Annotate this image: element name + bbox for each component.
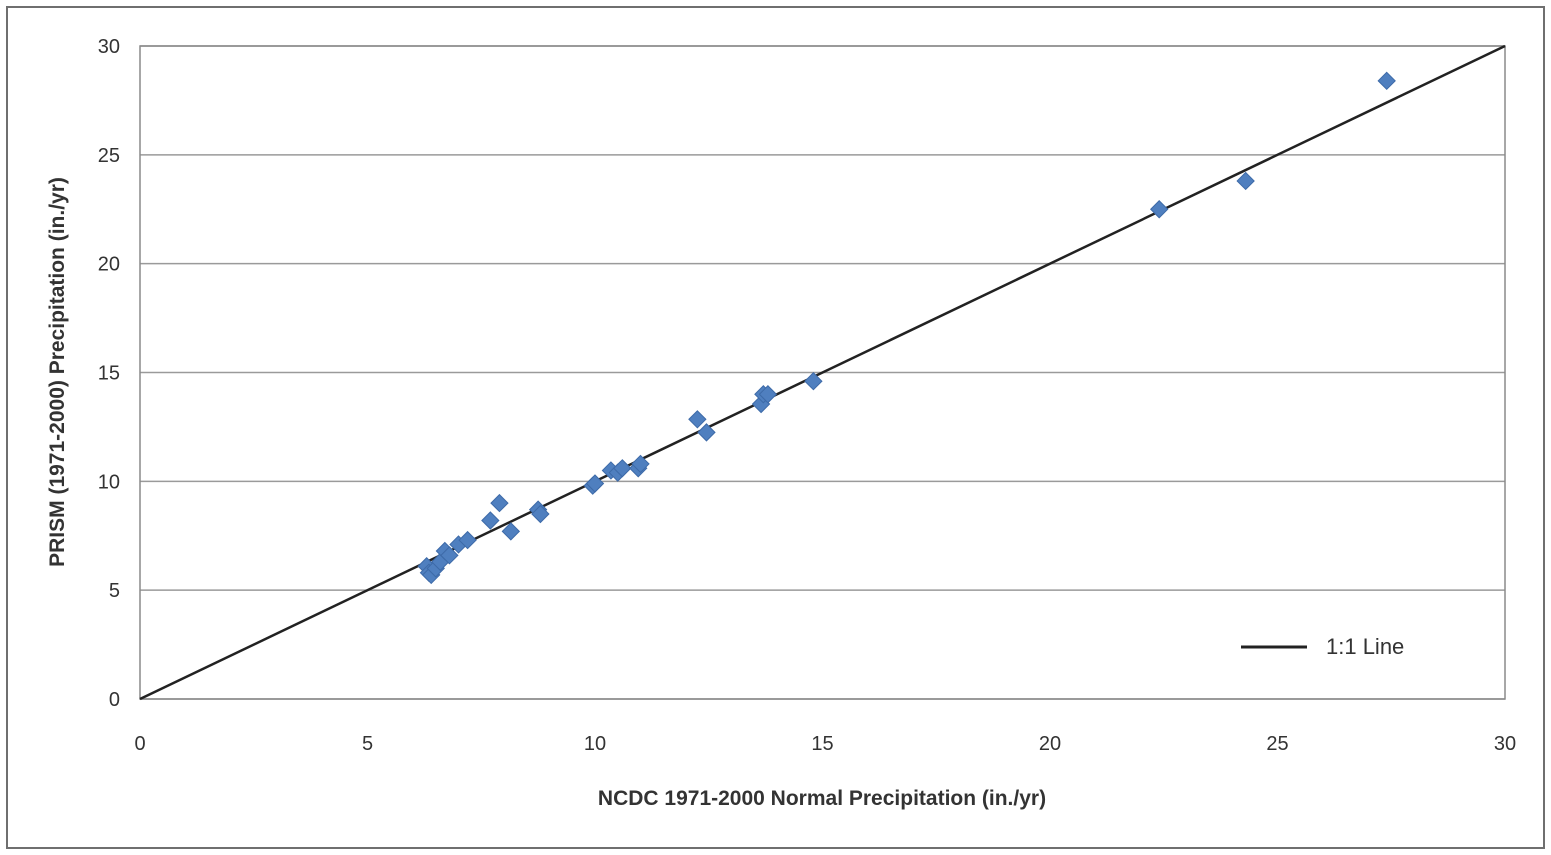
y-axis-title: PRISM (1971-2000) Precipitation (in./yr) xyxy=(46,177,69,567)
y-tick-label: 30 xyxy=(98,36,120,58)
data-point xyxy=(688,410,707,429)
data-point xyxy=(481,511,500,530)
y-tick-label: 10 xyxy=(98,471,120,493)
chart-frame xyxy=(6,6,1545,849)
y-axis-ticks: 0 5 10 15 20 25 30 xyxy=(98,36,120,711)
y-tick-label: 5 xyxy=(109,580,120,602)
data-point xyxy=(1236,171,1255,191)
data-point xyxy=(758,385,778,404)
x-tick-label: 25 xyxy=(1266,733,1288,755)
x-tick-label: 0 xyxy=(134,733,145,755)
y-tick-label: 20 xyxy=(98,254,120,276)
legend-label: 1:1 Line xyxy=(1326,634,1404,659)
data-point xyxy=(490,493,509,513)
legend: 1:1 Line xyxy=(1241,634,1404,659)
data-point xyxy=(501,522,521,541)
y-tick-label: 25 xyxy=(98,145,120,167)
data-point xyxy=(585,474,605,493)
data-point xyxy=(531,504,550,524)
x-axis-title: NCDC 1971-2000 Normal Precipitation (in.… xyxy=(598,787,1046,810)
x-tick-label: 20 xyxy=(1039,733,1061,755)
plot-area xyxy=(139,45,1506,700)
data-point xyxy=(440,546,459,565)
y-tick-label: 15 xyxy=(98,363,120,385)
data-point xyxy=(697,423,716,442)
data-point xyxy=(631,454,650,474)
x-tick-label: 15 xyxy=(811,733,833,755)
data-point xyxy=(804,371,823,391)
data-point xyxy=(1377,71,1396,91)
x-axis-ticks: 0 5 10 15 20 25 30 xyxy=(134,733,1516,755)
x-tick-label: 30 xyxy=(1494,733,1516,755)
one-to-one-line xyxy=(139,44,1506,701)
data-points xyxy=(417,71,1396,585)
data-point xyxy=(613,459,632,478)
data-point xyxy=(1149,200,1169,219)
x-tick-label: 10 xyxy=(584,733,606,755)
x-tick-label: 5 xyxy=(362,733,373,755)
data-point xyxy=(458,530,477,550)
y-tick-label: 0 xyxy=(109,689,120,711)
